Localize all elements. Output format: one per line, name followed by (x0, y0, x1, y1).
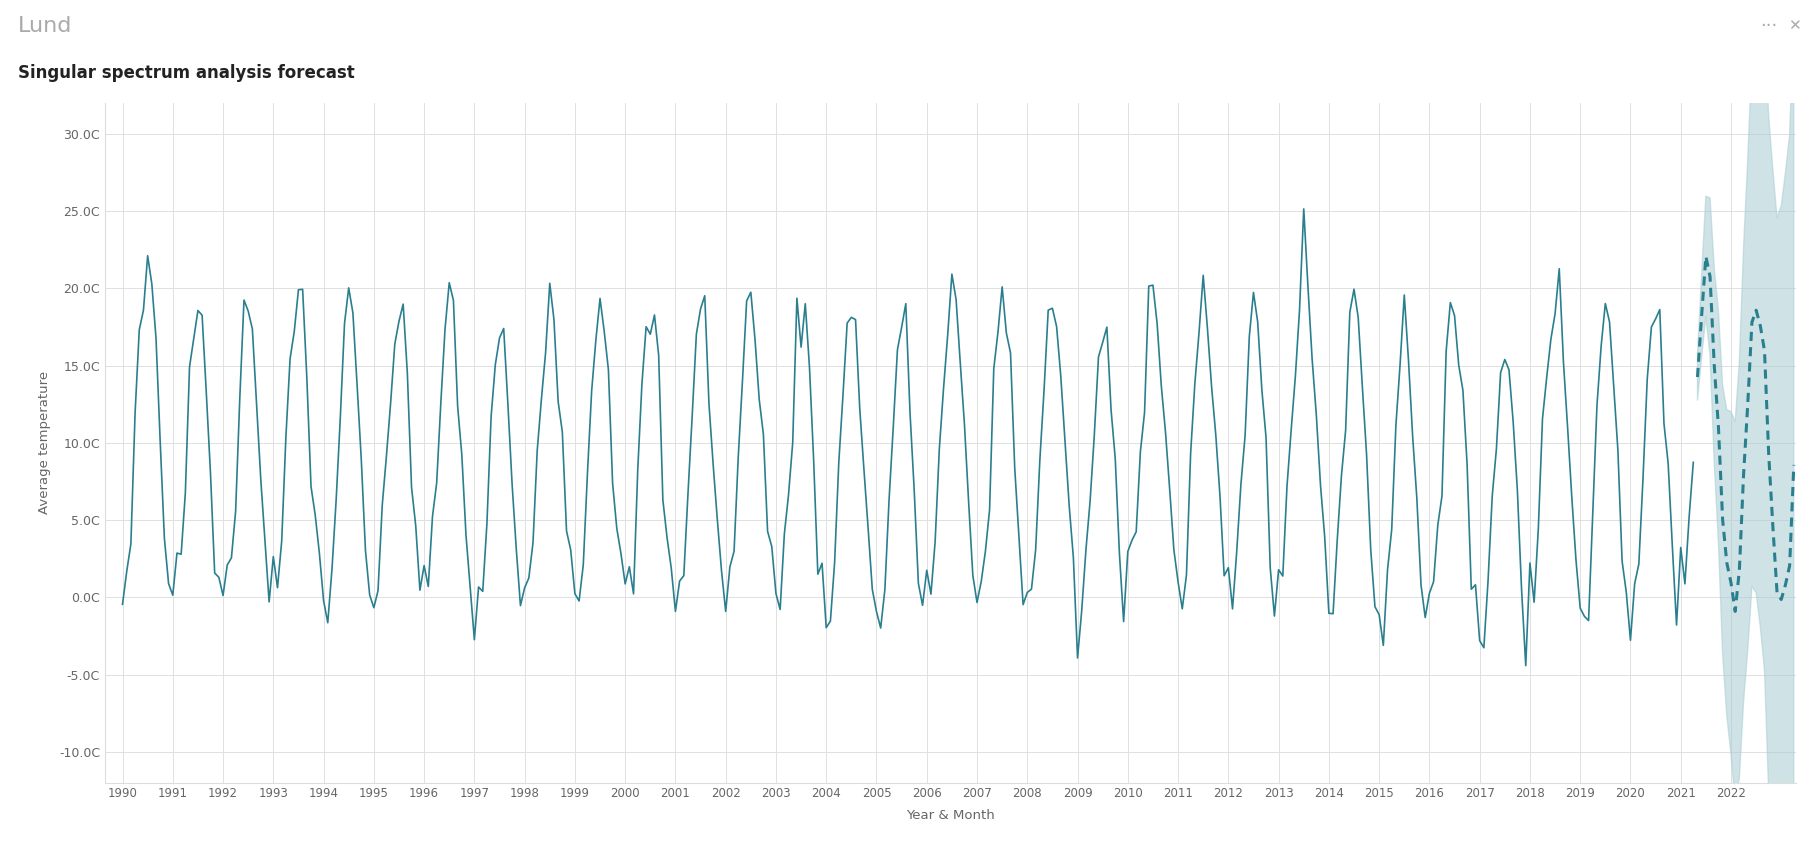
Text: ···: ··· (1760, 17, 1778, 35)
Text: Lund: Lund (18, 16, 72, 36)
Y-axis label: Average temperature: Average temperature (38, 372, 51, 514)
Text: Singular spectrum analysis forecast: Singular spectrum analysis forecast (18, 64, 355, 83)
X-axis label: Year & Month: Year & Month (906, 808, 995, 822)
Text: ✕: ✕ (1787, 19, 1802, 34)
